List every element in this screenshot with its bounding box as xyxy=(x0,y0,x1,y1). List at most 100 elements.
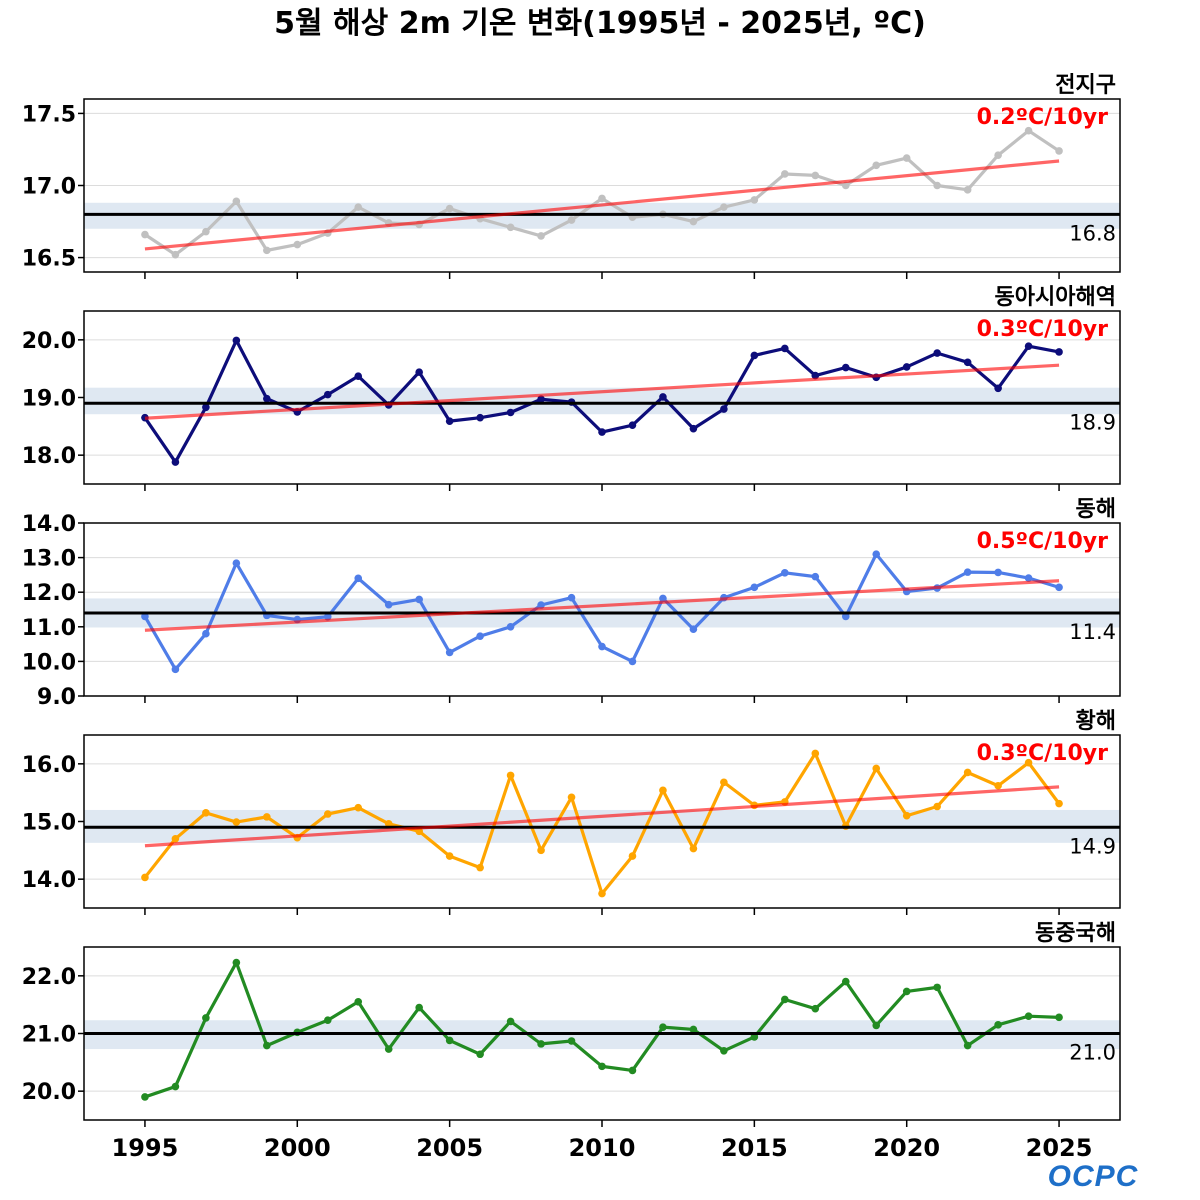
data-point xyxy=(750,196,759,204)
panel-title: 전지구 xyxy=(1055,73,1116,98)
baseline-label: 21.0 xyxy=(1069,1041,1116,1065)
data-point xyxy=(445,417,454,425)
panel-title: 황해 xyxy=(1076,709,1116,734)
y-tick-label: 17.5 xyxy=(22,102,76,127)
data-point xyxy=(171,665,180,674)
trend-line xyxy=(144,579,1060,632)
data-point xyxy=(750,351,759,360)
data-point xyxy=(1055,583,1063,592)
data-point xyxy=(202,1014,210,1022)
data-point xyxy=(994,781,1002,790)
data-point xyxy=(689,1025,698,1034)
data-point xyxy=(171,835,180,843)
data-point xyxy=(1024,342,1033,350)
data-point xyxy=(598,1062,606,1071)
data-point xyxy=(354,803,363,812)
data-point xyxy=(933,181,941,190)
data-point xyxy=(476,413,484,422)
data-point xyxy=(902,154,911,162)
data-point xyxy=(963,568,972,576)
panel-4: 14.0 15.0 16.0 황해 0.3ºC/10yr 14.9 xyxy=(22,709,1121,915)
data-point xyxy=(598,194,606,203)
y-tick-label: 11.0 xyxy=(22,616,76,641)
data-point xyxy=(872,550,881,558)
data-point xyxy=(720,203,728,211)
chart-panels: 16.5 17.0 17.5 전지구 0.2ºC/10yr 16.8 18.0 19.0 20.… xyxy=(22,73,1121,1127)
trend-line xyxy=(144,363,1060,420)
data-point xyxy=(628,421,637,429)
data-point xyxy=(171,458,180,466)
data-point xyxy=(659,786,667,795)
data-point xyxy=(994,151,1002,160)
data-point xyxy=(415,1003,423,1012)
data-point xyxy=(659,393,667,401)
trend-label: 0.5ºC/10yr xyxy=(977,529,1109,554)
data-point xyxy=(598,428,606,436)
data-point xyxy=(323,1016,332,1025)
data-point xyxy=(476,863,484,872)
y-tick-label: 20.0 xyxy=(22,329,76,354)
data-point xyxy=(354,997,363,1006)
data-point xyxy=(1024,758,1033,767)
data-point xyxy=(384,600,393,609)
trend-label: 0.3ºC/10yr xyxy=(977,317,1109,342)
data-point xyxy=(567,793,576,802)
data-point xyxy=(232,197,241,206)
panel-2: 18.0 19.0 20.0 동아시아해역 0.3ºC/10yr 18.9 xyxy=(22,285,1121,491)
x-axis: 1995 2000 2005 2010 2015 2020 2025 xyxy=(112,1134,1093,1162)
data-point xyxy=(598,889,606,898)
data-point xyxy=(598,642,606,651)
data-point xyxy=(384,820,393,828)
data-point xyxy=(537,1040,545,1048)
data-point xyxy=(415,368,423,376)
y-tick-label: 21.0 xyxy=(22,1023,76,1048)
data-point xyxy=(445,648,454,657)
data-point xyxy=(1055,799,1063,808)
data-point xyxy=(232,336,241,345)
data-point xyxy=(567,1037,576,1045)
baseline-label: 11.4 xyxy=(1069,620,1116,644)
data-point xyxy=(202,227,210,236)
chart-title: 5월 해상 2m 기온 변화(1995년 - 2025년, ºC) xyxy=(274,6,926,41)
data-point xyxy=(963,768,972,777)
data-point xyxy=(537,846,545,855)
data-point xyxy=(872,764,881,773)
data-point xyxy=(720,1047,728,1055)
data-point xyxy=(933,983,941,992)
data-point xyxy=(354,372,363,380)
data-point xyxy=(506,771,515,780)
y-tick-label: 12.0 xyxy=(22,581,76,606)
data-point xyxy=(263,1041,271,1050)
y-tick-label: 16.0 xyxy=(22,753,76,778)
trend-line xyxy=(144,785,1060,848)
data-point xyxy=(1024,126,1033,135)
data-point xyxy=(659,1023,667,1031)
data-point xyxy=(1024,574,1033,582)
data-point xyxy=(841,181,850,190)
data-point xyxy=(628,1066,637,1075)
data-point xyxy=(1055,147,1063,155)
data-point xyxy=(171,250,180,259)
y-tick-label: 16.5 xyxy=(22,247,76,272)
y-tick-label: 17.0 xyxy=(22,175,76,200)
data-point xyxy=(1055,348,1063,356)
y-tick-label: 18.0 xyxy=(22,444,76,469)
ocpc-logo: OCPC xyxy=(1048,1160,1138,1192)
x-tick-label: 2005 xyxy=(416,1134,483,1162)
data-point xyxy=(994,1021,1002,1029)
data-point xyxy=(659,594,667,603)
data-point xyxy=(781,569,789,577)
data-point xyxy=(567,216,576,224)
data-point xyxy=(811,749,820,758)
data-point xyxy=(415,595,423,604)
data-point xyxy=(323,390,332,399)
data-point xyxy=(811,572,820,581)
data-point xyxy=(872,161,881,170)
x-tick-label: 2015 xyxy=(721,1134,788,1162)
data-point xyxy=(902,811,911,820)
data-point xyxy=(506,623,515,631)
data-point xyxy=(781,344,789,353)
data-point xyxy=(202,403,210,412)
data-point xyxy=(141,873,149,882)
data-point xyxy=(628,852,637,860)
